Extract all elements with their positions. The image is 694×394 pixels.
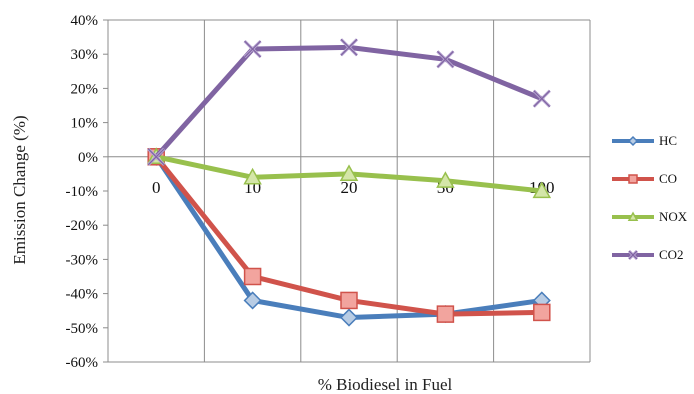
data-point-diamond — [243, 291, 262, 310]
legend-item-co: CO — [612, 171, 677, 186]
data-point-x — [147, 147, 166, 166]
series-lines — [146, 38, 552, 327]
x-category-label: 20 — [341, 178, 358, 197]
y-tick-label: -60% — [66, 355, 99, 371]
legend-label: CO2 — [659, 247, 684, 262]
data-point-x — [532, 89, 551, 108]
data-point-triangle — [532, 181, 552, 199]
legend-label: CO — [659, 171, 677, 186]
data-point-diamond — [627, 135, 639, 147]
y-tick-labels: 40% 30% 20% 10% 0% -10% -20% -30% -40% -50% -60% — [66, 13, 99, 371]
y-axis-title: Emission Change (%) — [10, 115, 29, 264]
data-point-square — [628, 174, 638, 184]
y-tick-label: -40% — [66, 287, 99, 303]
legend-item-co2: CO2 — [612, 247, 684, 262]
y-tick-label: -50% — [66, 321, 99, 337]
data-point-triangle — [627, 211, 639, 221]
legend-label: HC — [659, 133, 677, 148]
data-point-x — [627, 249, 639, 261]
legend-item-nox: NOX — [612, 209, 688, 224]
x-category-label: 0 — [152, 178, 161, 197]
y-tick-label: 30% — [71, 47, 99, 63]
data-point-triangle — [243, 167, 262, 185]
legend-label: NOX — [659, 209, 688, 224]
data-point-x — [339, 38, 359, 57]
x-axis-title: % Biodiesel in Fuel — [318, 375, 453, 394]
data-point-triangle — [436, 171, 455, 188]
y-tick-label: 0% — [78, 150, 98, 166]
y-tick-label: 10% — [71, 116, 99, 132]
y-tick-label: -20% — [66, 218, 99, 234]
data-point-square — [243, 267, 262, 286]
data-point-triangle — [339, 164, 359, 182]
series-line — [153, 44, 545, 160]
data-point-square — [533, 303, 551, 322]
data-point-x — [243, 40, 262, 59]
series-co2 — [147, 38, 551, 166]
data-point-square — [436, 305, 455, 323]
data-point-x — [436, 50, 455, 69]
y-tick-label: -10% — [66, 184, 99, 200]
data-point-diamond — [339, 308, 359, 327]
grid-lines — [103, 19, 591, 363]
series-nox — [146, 147, 552, 199]
data-point-square — [340, 291, 358, 310]
y-tick-label: 40% — [71, 13, 99, 29]
legend-item-hc: HC — [612, 133, 677, 148]
y-tick-label: 20% — [71, 81, 99, 97]
y-tick-label: -30% — [66, 252, 99, 268]
legend: HC CO NOX CO2 — [612, 133, 688, 262]
